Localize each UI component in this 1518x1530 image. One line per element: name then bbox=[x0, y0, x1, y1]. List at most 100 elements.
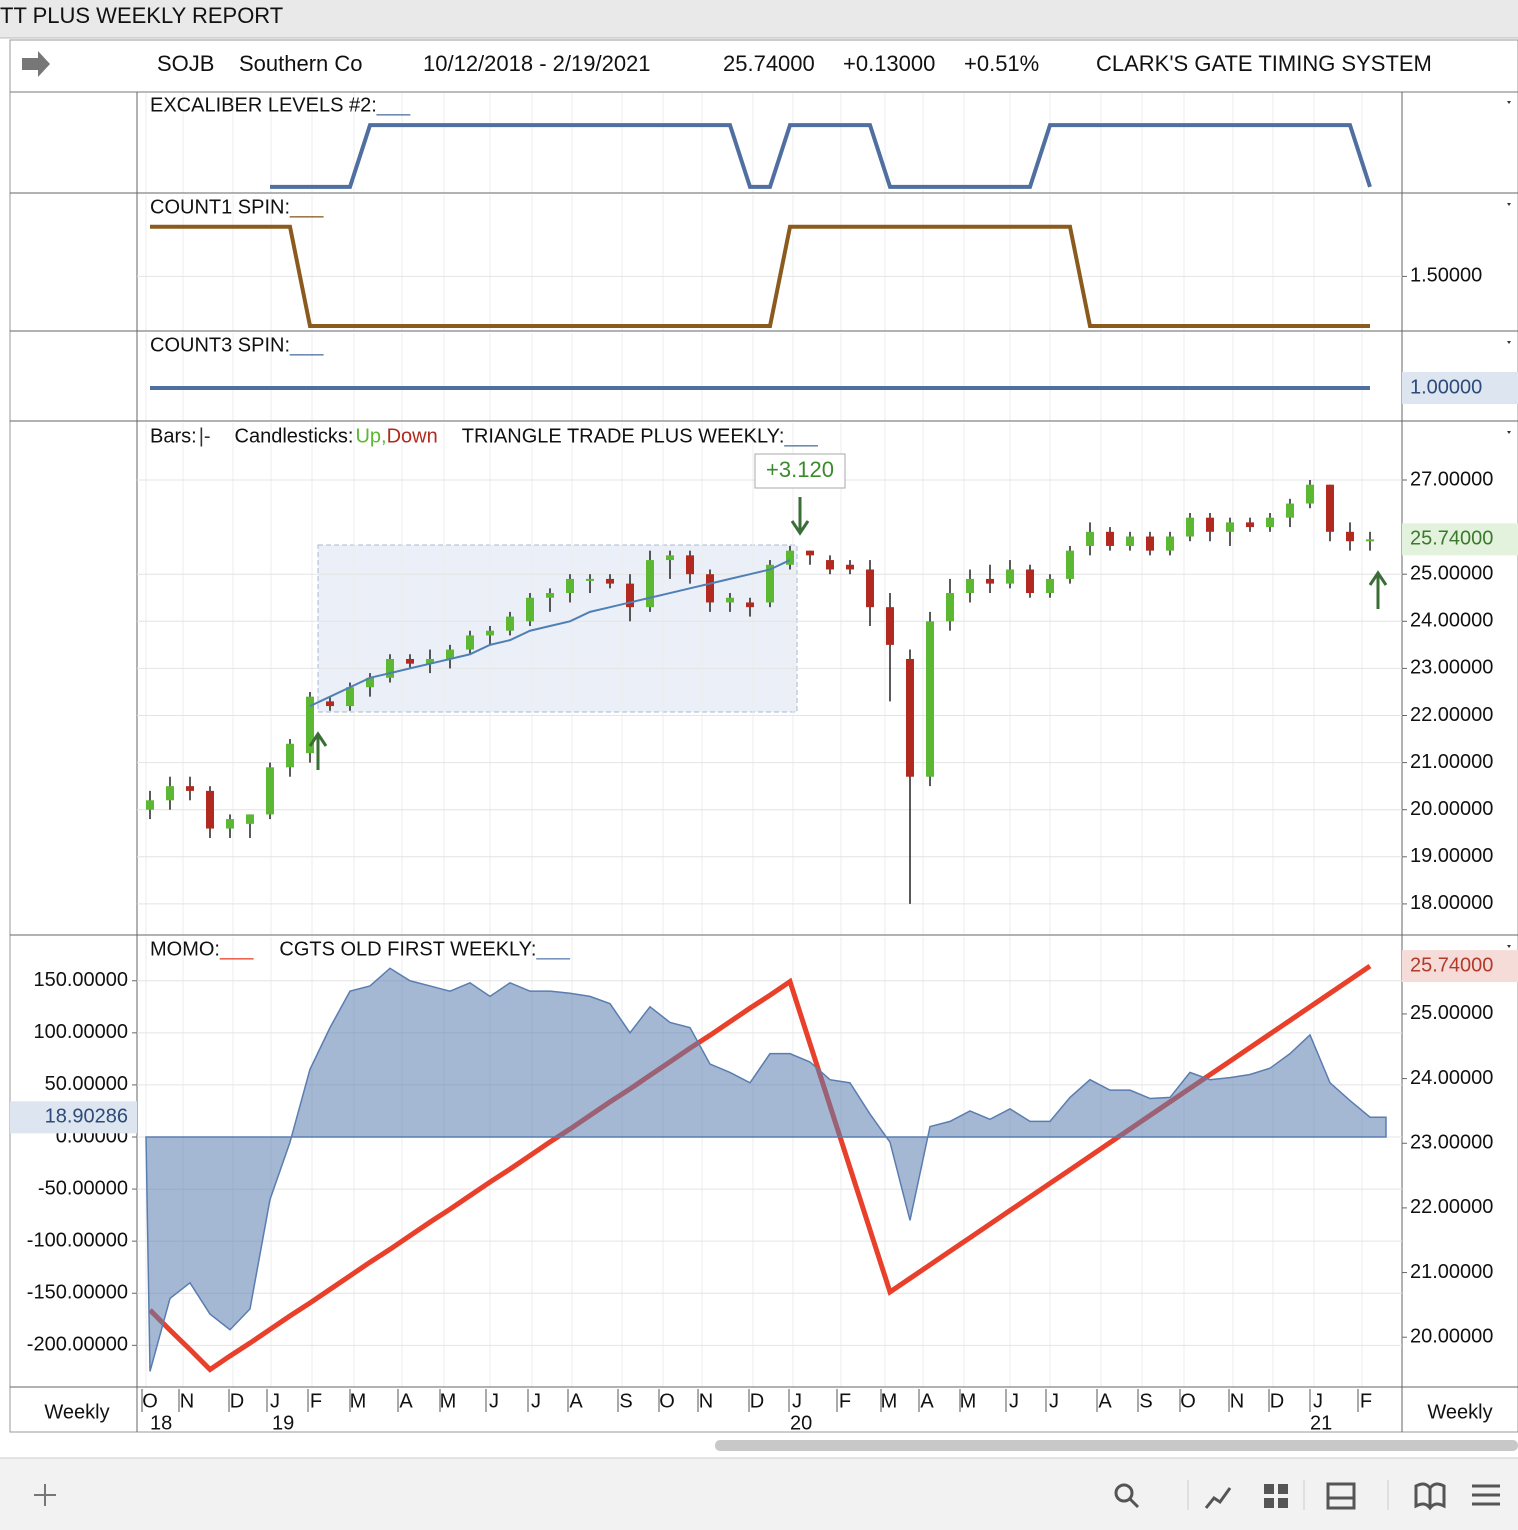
legend-marker: |- bbox=[199, 425, 211, 447]
candle-body bbox=[946, 593, 954, 622]
month-label: J bbox=[792, 1390, 802, 1412]
current-value: 25.74000 bbox=[1410, 954, 1493, 976]
panel-title: EXCALIBER LEVELS #2: bbox=[150, 94, 377, 116]
panel-title: TRIANGLE TRADE PLUS WEEKLY: bbox=[462, 425, 785, 447]
grid-icon[interactable] bbox=[1264, 1484, 1288, 1508]
tick-label: 23.00000 bbox=[1410, 1132, 1493, 1154]
candle-body bbox=[346, 687, 354, 707]
tick-label: 25.00000 bbox=[1410, 562, 1493, 584]
month-label: M bbox=[960, 1390, 977, 1412]
month-label: O bbox=[659, 1390, 675, 1412]
candle-body bbox=[486, 630, 494, 636]
annotation: +3.120 bbox=[766, 457, 834, 482]
tick-label: -200.00000 bbox=[27, 1334, 128, 1356]
month-label: S bbox=[1139, 1390, 1152, 1412]
legend-marker: ___ bbox=[289, 196, 324, 218]
candle-body bbox=[1246, 522, 1254, 528]
month-label: F bbox=[1360, 1390, 1372, 1412]
search-handle bbox=[1128, 1497, 1140, 1509]
candle-body bbox=[586, 578, 594, 581]
last-price: 25.74000 bbox=[723, 51, 815, 76]
month-label: D bbox=[230, 1390, 244, 1412]
candle-body bbox=[286, 743, 294, 768]
month-label: F bbox=[310, 1390, 322, 1412]
candle-body bbox=[866, 569, 874, 608]
add-button[interactable] bbox=[34, 1484, 56, 1506]
panel-title: COUNT3 SPIN: bbox=[150, 334, 290, 356]
candle-body bbox=[766, 564, 774, 603]
tick-label: -50.00000 bbox=[38, 1177, 128, 1199]
current-value: 1.00000 bbox=[1410, 376, 1482, 398]
tick-label: -100.00000 bbox=[27, 1229, 128, 1251]
tick-label: 22.00000 bbox=[1410, 704, 1493, 726]
system-name: CLARK'S GATE TIMING SYSTEM bbox=[1096, 51, 1432, 76]
candle-body bbox=[386, 658, 394, 678]
period-left: Weekly bbox=[44, 1401, 109, 1423]
toolbar-icons bbox=[1114, 1482, 1500, 1511]
candle-body bbox=[1026, 569, 1034, 594]
draw-icon[interactable] bbox=[1204, 1487, 1232, 1509]
month-label: J bbox=[1009, 1390, 1019, 1412]
legend-marker: ___ bbox=[376, 94, 411, 116]
annotation-box bbox=[754, 453, 846, 489]
candle-body bbox=[1326, 484, 1334, 532]
tick-label: 21.00000 bbox=[1410, 1261, 1493, 1283]
legend-marker: ___ bbox=[219, 938, 254, 960]
toolbar bbox=[0, 1458, 1518, 1530]
panel-menu bbox=[1507, 945, 1511, 948]
tick-label: 100.00000 bbox=[33, 1021, 128, 1043]
panel-icon[interactable] bbox=[1326, 1482, 1356, 1510]
candle-body bbox=[846, 564, 854, 570]
date-range: 10/12/2018 - 2/19/2021 bbox=[423, 51, 651, 76]
triangle-box bbox=[317, 544, 798, 713]
candle-body bbox=[826, 560, 834, 570]
legend-label: MOMO: bbox=[150, 938, 220, 960]
candle-body bbox=[1226, 522, 1234, 532]
year-label: 18 bbox=[150, 1412, 172, 1434]
month-label: A bbox=[1098, 1390, 1112, 1412]
candle-body bbox=[146, 800, 154, 810]
book-icon[interactable] bbox=[1414, 1482, 1446, 1511]
momo-area bbox=[145, 967, 1387, 1372]
tick-label: 23.00000 bbox=[1410, 657, 1493, 679]
signal-arrow bbox=[1368, 570, 1388, 609]
indicator-line bbox=[150, 224, 1370, 329]
panel-menu bbox=[1507, 431, 1511, 434]
tick-label: 24.00000 bbox=[1410, 610, 1493, 632]
candle-body bbox=[366, 677, 374, 688]
candle-body bbox=[226, 819, 234, 829]
legend-down: Down bbox=[387, 425, 438, 447]
signal-arrow bbox=[790, 497, 810, 536]
nav-arrow[interactable] bbox=[22, 51, 50, 77]
candle-body bbox=[686, 555, 694, 575]
tick-label: 20.00000 bbox=[1410, 1325, 1493, 1347]
legend-marker: ___ bbox=[783, 425, 818, 447]
current-value-box bbox=[10, 1101, 137, 1134]
candle-body bbox=[566, 578, 574, 594]
month-label: J bbox=[531, 1390, 541, 1412]
month-label: N bbox=[699, 1390, 713, 1412]
candle-body bbox=[1366, 539, 1374, 542]
month-label: O bbox=[1180, 1390, 1196, 1412]
signal-arrow bbox=[308, 731, 328, 770]
candle-body bbox=[626, 583, 634, 608]
search-icon[interactable] bbox=[1114, 1483, 1134, 1503]
candle-body bbox=[986, 578, 994, 584]
candle-body bbox=[786, 550, 794, 565]
month-label: M bbox=[881, 1390, 898, 1412]
tick-label: 1.50000 bbox=[1410, 265, 1482, 287]
menu-icon[interactable] bbox=[1472, 1484, 1500, 1506]
toolbar-separators bbox=[1187, 1480, 1389, 1510]
candle-body bbox=[1206, 517, 1214, 532]
legend-label: CGTS OLD FIRST WEEKLY: bbox=[279, 938, 536, 960]
title-bar bbox=[0, 0, 1518, 38]
candle-body bbox=[1186, 517, 1194, 537]
candle-body bbox=[966, 578, 974, 594]
scrollbar[interactable] bbox=[715, 1440, 1518, 1451]
current-value-box bbox=[1402, 523, 1518, 556]
candle-body bbox=[1346, 531, 1354, 542]
candle-body bbox=[646, 560, 654, 608]
candle-body bbox=[446, 649, 454, 659]
month-label: D bbox=[1270, 1390, 1284, 1412]
